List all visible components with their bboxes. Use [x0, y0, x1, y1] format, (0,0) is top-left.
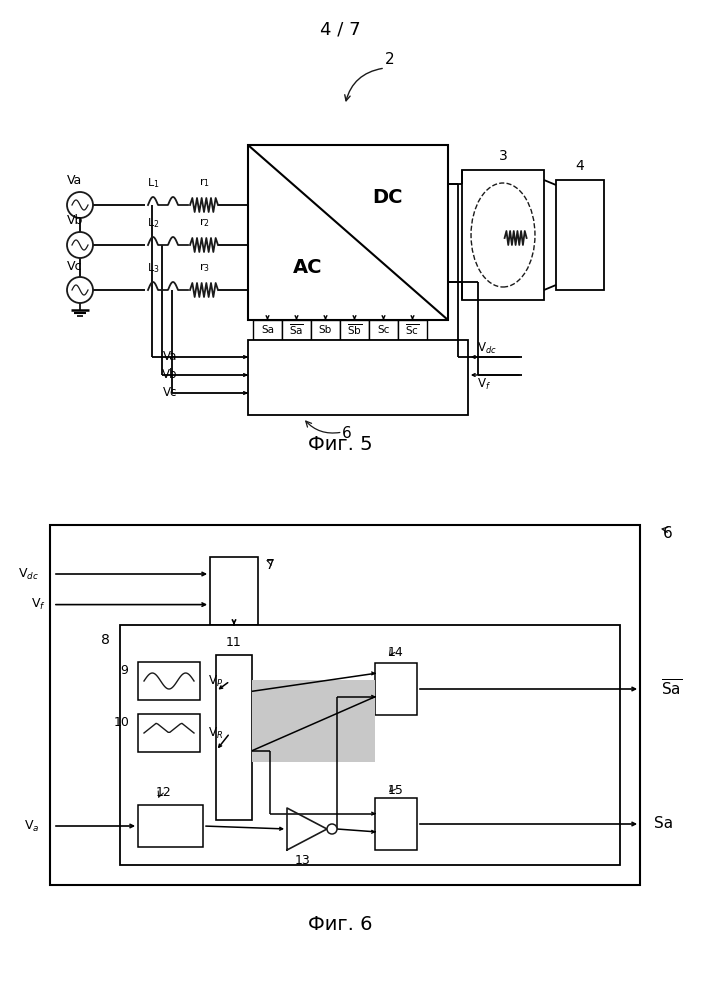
- Text: Sb: Sb: [319, 325, 332, 335]
- Text: 12: 12: [156, 786, 172, 800]
- Text: r$_1$: r$_1$: [199, 177, 209, 189]
- Text: 6: 6: [663, 526, 673, 540]
- Bar: [216, 655, 252, 820]
- Text: L$_3$: L$_3$: [147, 261, 159, 275]
- Bar: [398, 320, 427, 340]
- Bar: [248, 145, 448, 320]
- Text: 9: 9: [120, 664, 128, 676]
- Text: 8: 8: [100, 633, 110, 647]
- Text: Фиг. 6: Фиг. 6: [308, 916, 373, 934]
- Circle shape: [67, 232, 93, 258]
- Bar: [210, 557, 258, 625]
- Bar: [282, 320, 311, 340]
- Text: Va: Va: [163, 351, 177, 363]
- Text: $\overline{\mathrm{Sb}}$: $\overline{\mathrm{Sb}}$: [347, 323, 362, 337]
- Bar: [311, 320, 340, 340]
- Bar: [138, 805, 203, 847]
- Bar: [50, 525, 640, 885]
- Bar: [120, 625, 620, 865]
- Text: 14: 14: [388, 646, 404, 658]
- Text: V$_{dc}$: V$_{dc}$: [18, 566, 38, 582]
- Text: 11: 11: [226, 637, 242, 650]
- Text: 3: 3: [498, 149, 508, 163]
- Circle shape: [67, 277, 93, 303]
- Text: Vb: Vb: [162, 368, 177, 381]
- Text: Vc: Vc: [163, 386, 177, 399]
- Bar: [252, 680, 375, 762]
- Text: 10: 10: [114, 716, 130, 728]
- Bar: [556, 180, 604, 290]
- Text: Va: Va: [67, 174, 83, 188]
- Text: V$_a$: V$_a$: [24, 818, 40, 834]
- Text: L$_2$: L$_2$: [147, 216, 159, 230]
- Ellipse shape: [471, 183, 535, 287]
- Text: V$_R$: V$_R$: [209, 725, 223, 741]
- Text: $\overline{\mathrm{Sc}}$: $\overline{\mathrm{Sc}}$: [405, 323, 420, 337]
- Bar: [138, 662, 200, 700]
- Text: r$_2$: r$_2$: [199, 217, 209, 229]
- Text: Sa: Sa: [261, 325, 274, 335]
- Text: 2: 2: [385, 52, 395, 68]
- Bar: [253, 320, 282, 340]
- Bar: [462, 170, 544, 300]
- Bar: [248, 340, 468, 415]
- Text: 15: 15: [388, 784, 404, 796]
- Text: Фиг. 5: Фиг. 5: [308, 436, 373, 454]
- Text: L$_1$: L$_1$: [147, 176, 159, 190]
- Bar: [369, 320, 398, 340]
- Text: DC: DC: [373, 188, 403, 207]
- Text: Vb: Vb: [67, 215, 83, 228]
- Text: 6: 6: [342, 426, 352, 440]
- Text: 4: 4: [575, 159, 585, 173]
- Text: Sc: Sc: [378, 325, 390, 335]
- Circle shape: [327, 824, 337, 834]
- Text: 7: 7: [266, 558, 274, 572]
- Text: 4 / 7: 4 / 7: [320, 21, 361, 39]
- Text: $\overline{\mathrm{Sa}}$: $\overline{\mathrm{Sa}}$: [662, 679, 682, 699]
- Text: 13: 13: [295, 854, 311, 866]
- Text: r$_3$: r$_3$: [199, 262, 209, 274]
- Text: V$_P$: V$_P$: [209, 673, 223, 689]
- Text: Sa: Sa: [655, 816, 674, 832]
- Bar: [375, 663, 417, 715]
- Text: Vc: Vc: [67, 259, 83, 272]
- Bar: [375, 798, 417, 850]
- Text: V$_{dc}$: V$_{dc}$: [477, 340, 497, 356]
- Text: V$_f$: V$_f$: [477, 376, 491, 392]
- Text: $\overline{\mathrm{Sa}}$: $\overline{\mathrm{Sa}}$: [289, 323, 304, 337]
- Text: AC: AC: [293, 258, 323, 277]
- Bar: [138, 714, 200, 752]
- Circle shape: [67, 192, 93, 218]
- Text: V$_f$: V$_f$: [30, 597, 45, 612]
- Bar: [340, 320, 369, 340]
